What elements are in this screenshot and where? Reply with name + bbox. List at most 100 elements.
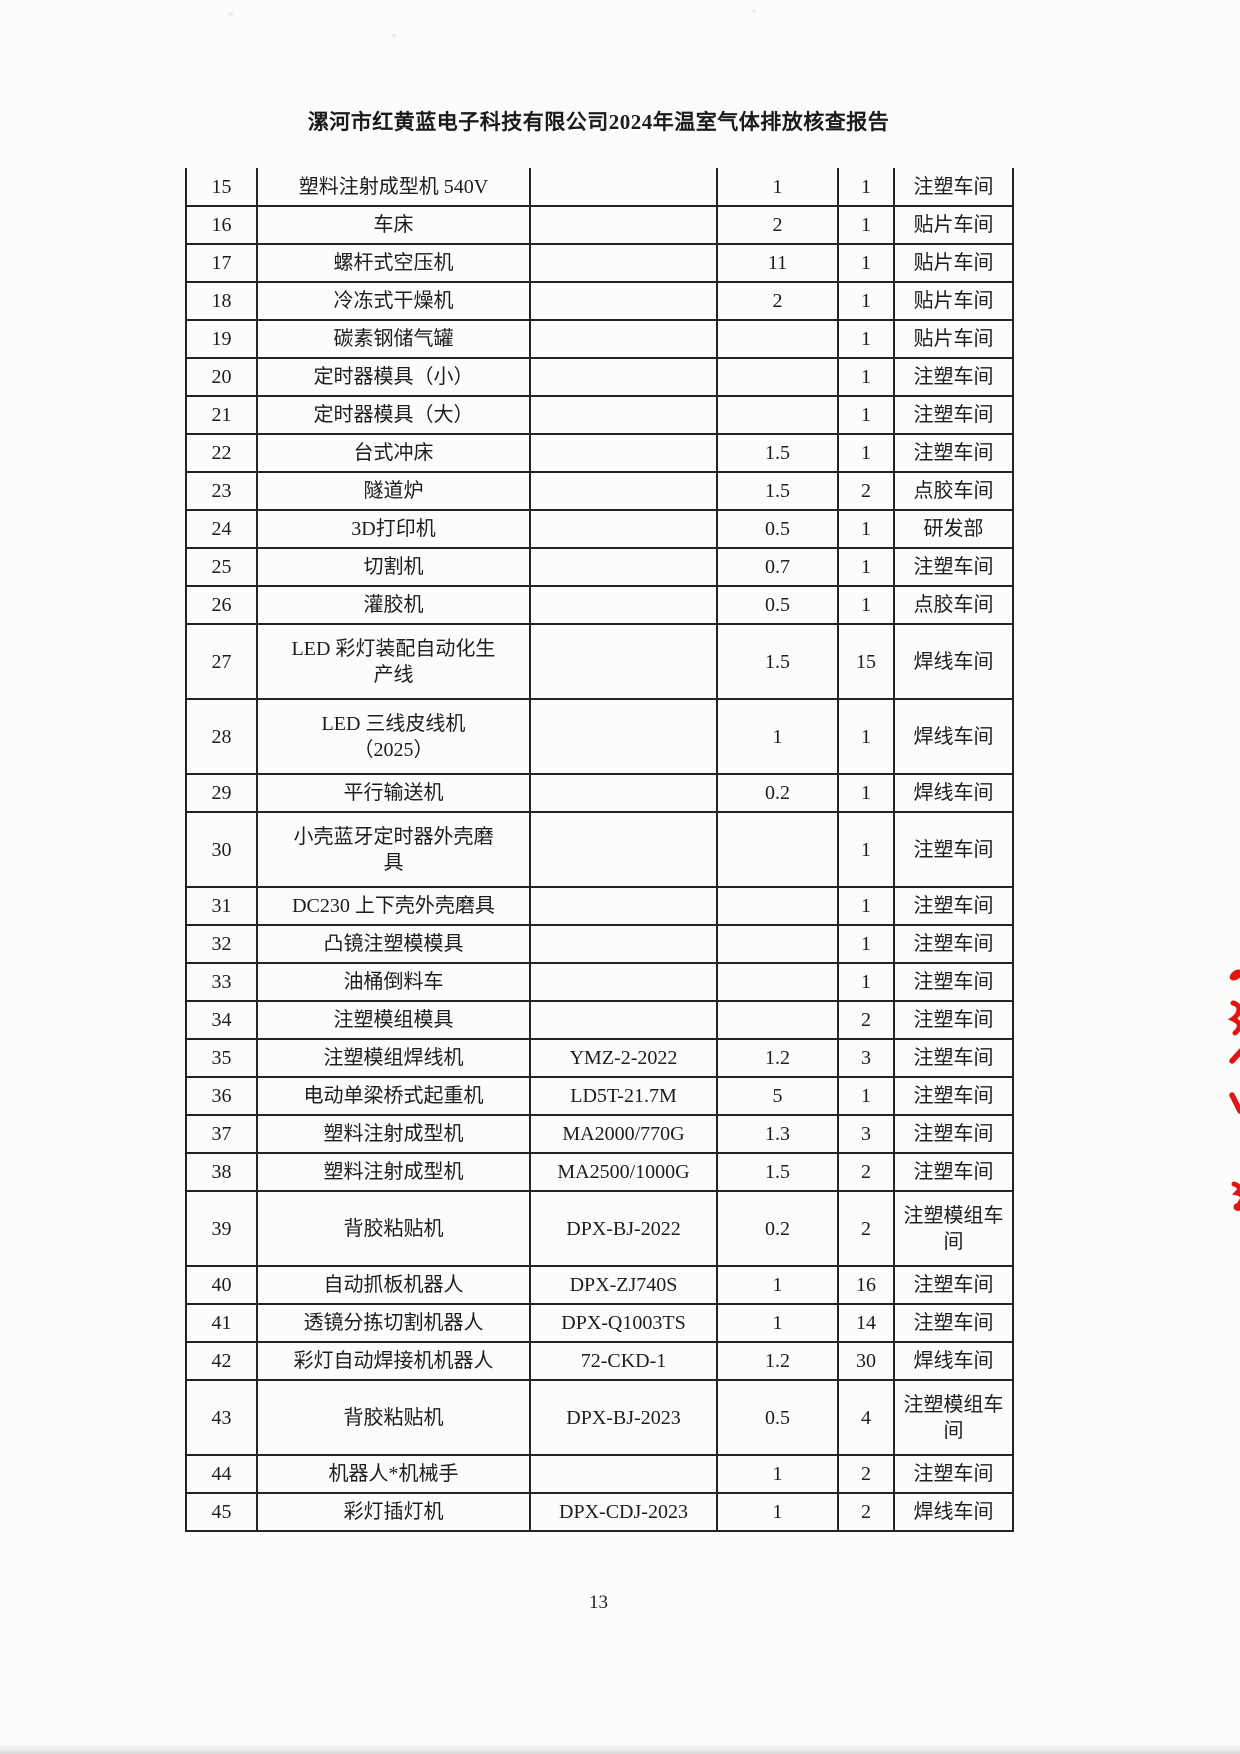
power-cell: 1.5 (716, 1152, 839, 1192)
model-cell (529, 319, 718, 359)
workshop-cell: 注塑车间 (893, 1000, 1014, 1040)
row-number-cell: 22 (185, 433, 258, 473)
quantity-cell: 2 (837, 1190, 895, 1267)
quantity-cell: 1 (837, 281, 895, 321)
power-cell (716, 962, 839, 1002)
quantity-cell: 2 (837, 471, 895, 511)
equipment-name-cell: DC230 上下壳外壳磨具 (256, 886, 531, 926)
model-cell (529, 698, 718, 775)
table-row: 18 冷冻式干燥机 2 1 贴片车间 (185, 281, 1014, 321)
equipment-name-cell: 车床 (256, 205, 531, 245)
table-row: 28 LED 三线皮线机 （2025） 1 1 焊线车间 (185, 698, 1014, 775)
workshop-cell: 注塑车间 (893, 1076, 1014, 1116)
row-number-cell: 31 (185, 886, 258, 926)
model-cell: DPX-BJ-2022 (529, 1190, 718, 1267)
row-number-cell: 27 (185, 623, 258, 700)
equipment-name-cell: 定时器模具（小） (256, 357, 531, 397)
workshop-cell: 注塑车间 (893, 547, 1014, 587)
row-number-cell: 15 (185, 168, 258, 207)
power-cell: 11 (716, 243, 839, 283)
equipment-name-cell: 塑料注射成型机 (256, 1152, 531, 1192)
equipment-name-cell: 碳素钢储气罐 (256, 319, 531, 359)
quantity-cell: 15 (837, 623, 895, 700)
power-cell (716, 319, 839, 359)
power-cell: 1 (716, 168, 839, 207)
model-cell (529, 547, 718, 587)
model-cell (529, 811, 718, 888)
row-number-cell: 45 (185, 1492, 258, 1532)
workshop-cell: 注塑车间 (893, 395, 1014, 435)
quantity-cell: 2 (837, 1454, 895, 1494)
model-cell (529, 924, 718, 964)
equipment-table-body: 15 塑料注射成型机 540V 1 1 注塑车间 16 车床 2 1 贴片车间 … (185, 168, 1014, 1532)
table-row: 26 灌胶机 0.5 1 点胶车间 (185, 585, 1014, 625)
quantity-cell: 1 (837, 773, 895, 813)
workshop-cell: 注塑车间 (893, 168, 1014, 207)
row-number-cell: 33 (185, 962, 258, 1002)
quantity-cell: 1 (837, 962, 895, 1002)
power-cell: 0.2 (716, 1190, 839, 1267)
equipment-table: 15 塑料注射成型机 540V 1 1 注塑车间 16 车床 2 1 贴片车间 … (185, 168, 1014, 1532)
workshop-cell: 焊线车间 (893, 623, 1014, 700)
table-row: 16 车床 2 1 贴片车间 (185, 205, 1014, 245)
table-row: 22 台式冲床 1.5 1 注塑车间 (185, 433, 1014, 473)
power-cell: 1.2 (716, 1341, 839, 1381)
model-cell: MA2000/770G (529, 1114, 718, 1154)
power-cell: 2 (716, 205, 839, 245)
quantity-cell: 2 (837, 1492, 895, 1532)
model-cell (529, 886, 718, 926)
row-number-cell: 16 (185, 205, 258, 245)
power-cell: 1.5 (716, 471, 839, 511)
power-cell: 0.2 (716, 773, 839, 813)
quantity-cell: 2 (837, 1152, 895, 1192)
workshop-cell: 焊线车间 (893, 698, 1014, 775)
workshop-cell: 注塑车间 (893, 811, 1014, 888)
model-cell (529, 585, 718, 625)
table-row: 38 塑料注射成型机 MA2500/1000G 1.5 2 注塑车间 (185, 1152, 1014, 1192)
model-cell: DPX-ZJ740S (529, 1265, 718, 1305)
power-cell: 1.5 (716, 433, 839, 473)
row-number-cell: 38 (185, 1152, 258, 1192)
equipment-name-cell: LED 彩灯装配自动化生 产线 (256, 623, 531, 700)
equipment-name-cell: 注塑模组焊线机 (256, 1038, 531, 1078)
table-row: 32 凸镜注塑模模具 1 注塑车间 (185, 924, 1014, 964)
table-row: 34 注塑模组模具 2 注塑车间 (185, 1000, 1014, 1040)
model-cell (529, 168, 718, 207)
quantity-cell: 1 (837, 886, 895, 926)
equipment-name-cell: 平行输送机 (256, 773, 531, 813)
equipment-name-cell: 凸镜注塑模模具 (256, 924, 531, 964)
power-cell: 1 (716, 1265, 839, 1305)
workshop-cell: 注塑车间 (893, 1152, 1014, 1192)
table-row: 44 机器人*机械手 1 2 注塑车间 (185, 1454, 1014, 1494)
workshop-cell: 注塑车间 (893, 357, 1014, 397)
model-cell (529, 205, 718, 245)
equipment-name-cell: 塑料注射成型机 (256, 1114, 531, 1154)
table-row: 20 定时器模具（小） 1 注塑车间 (185, 357, 1014, 397)
table-row: 31 DC230 上下壳外壳磨具 1 注塑车间 (185, 886, 1014, 926)
row-number-cell: 32 (185, 924, 258, 964)
row-number-cell: 42 (185, 1341, 258, 1381)
quantity-cell: 1 (837, 205, 895, 245)
table-row: 24 3D打印机 0.5 1 研发部 (185, 509, 1014, 549)
row-number-cell: 35 (185, 1038, 258, 1078)
row-number-cell: 41 (185, 1303, 258, 1343)
equipment-name-cell: 隧道炉 (256, 471, 531, 511)
model-cell: 72-CKD-1 (529, 1341, 718, 1381)
quantity-cell: 1 (837, 924, 895, 964)
power-cell: 0.5 (716, 509, 839, 549)
quantity-cell: 14 (837, 1303, 895, 1343)
table-row: 36 电动单梁桥式起重机 LD5T-21.7M 5 1 注塑车间 (185, 1076, 1014, 1116)
table-row: 29 平行输送机 0.2 1 焊线车间 (185, 773, 1014, 813)
model-cell (529, 1000, 718, 1040)
row-number-cell: 18 (185, 281, 258, 321)
row-number-cell: 26 (185, 585, 258, 625)
row-number-cell: 24 (185, 509, 258, 549)
table-row: 33 油桶倒料车 1 注塑车间 (185, 962, 1014, 1002)
row-number-cell: 37 (185, 1114, 258, 1154)
table-row: 42 彩灯自动焊接机机器人 72-CKD-1 1.2 30 焊线车间 (185, 1341, 1014, 1381)
quantity-cell: 1 (837, 357, 895, 397)
model-cell: DPX-BJ-2023 (529, 1379, 718, 1456)
equipment-name-cell: 3D打印机 (256, 509, 531, 549)
row-number-cell: 25 (185, 547, 258, 587)
workshop-cell: 注塑车间 (893, 886, 1014, 926)
